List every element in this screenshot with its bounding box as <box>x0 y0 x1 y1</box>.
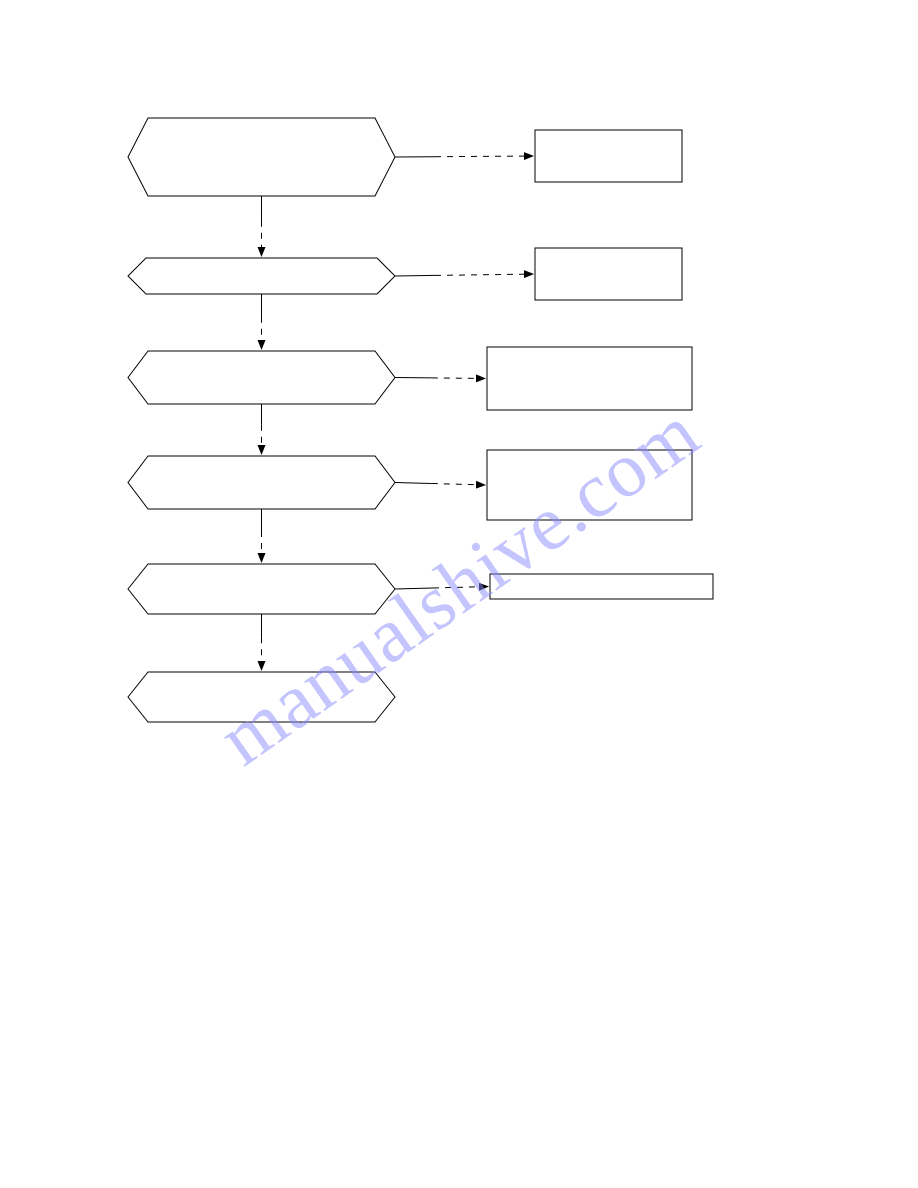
edge-segment <box>395 275 435 276</box>
rect-node <box>487 450 692 520</box>
rect-node <box>487 347 692 410</box>
edge-segment <box>395 588 433 589</box>
rect-node <box>490 574 713 599</box>
hexagon-node <box>128 258 395 294</box>
hexagon-node <box>128 351 395 404</box>
edge-segment <box>395 483 432 484</box>
edge-arrow <box>432 484 485 485</box>
hexagon-node <box>128 118 395 196</box>
hexagon-node <box>128 564 395 614</box>
edge-arrow <box>435 274 533 275</box>
rect-node <box>535 248 682 300</box>
edge-arrow <box>435 156 533 157</box>
hexagon-node <box>128 672 395 722</box>
edge-arrow <box>432 378 485 379</box>
flowchart-svg <box>0 0 918 1188</box>
rect-node <box>535 130 682 182</box>
hexagon-node <box>128 456 395 509</box>
edge-arrow <box>433 587 488 588</box>
